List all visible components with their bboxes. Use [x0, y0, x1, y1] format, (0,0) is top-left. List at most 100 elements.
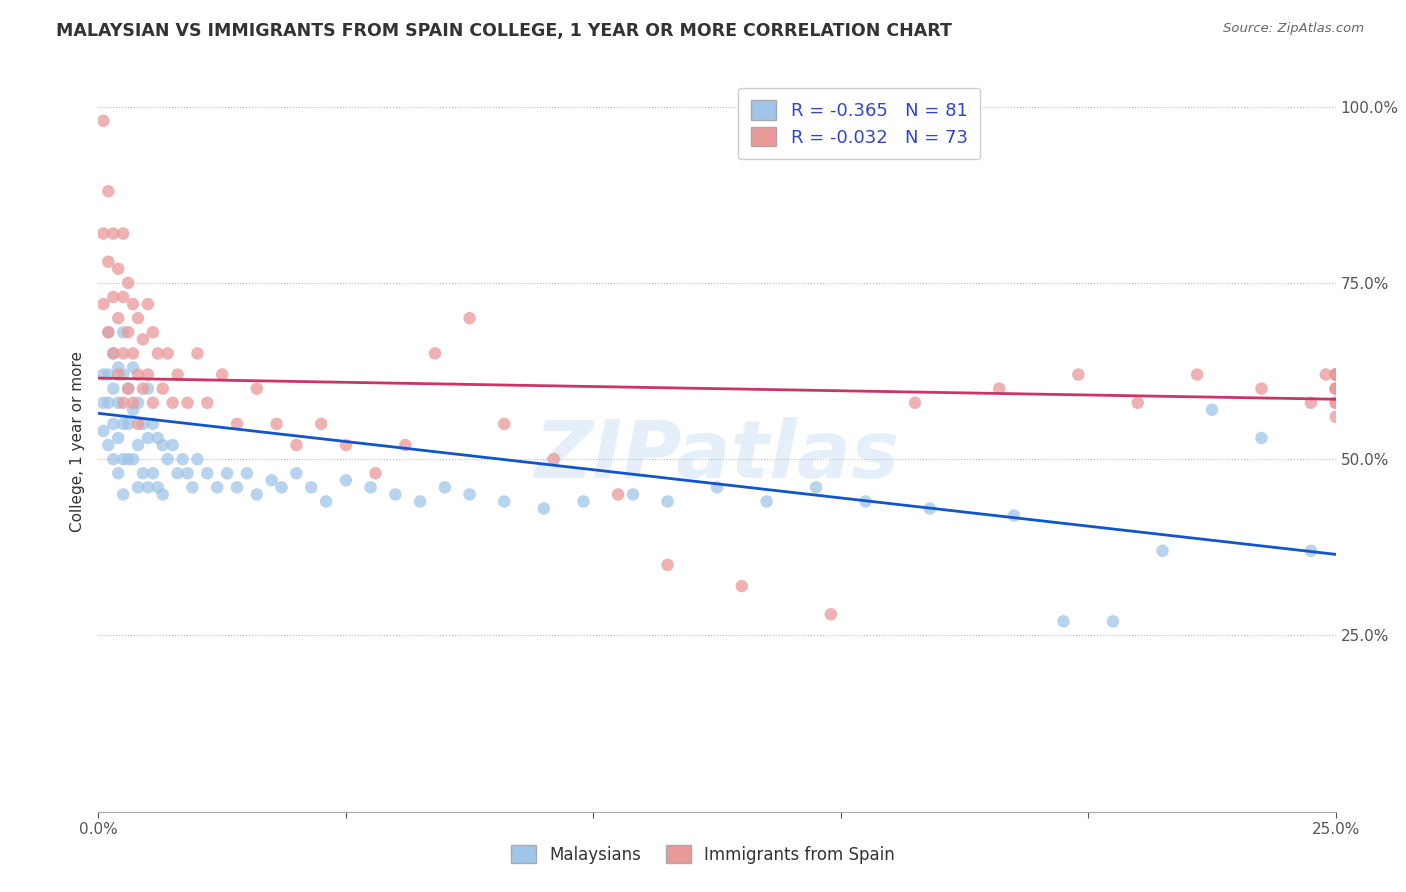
Point: [1067, 368, 1090, 382]
Point: [132, 332, 155, 346]
Point: [146, 480, 169, 494]
Point: [409, 494, 432, 508]
Point: [93, 227, 115, 241]
Point: [103, 417, 125, 431]
Point: [117, 276, 139, 290]
Point: [394, 438, 416, 452]
Point: [1152, 544, 1174, 558]
Point: [117, 382, 139, 396]
Point: [112, 325, 135, 339]
Point: [103, 382, 125, 396]
Point: [1324, 396, 1347, 410]
Point: [97, 368, 120, 382]
Point: [706, 480, 728, 494]
Point: [1315, 368, 1337, 382]
Point: [1201, 402, 1223, 417]
Point: [1324, 368, 1347, 382]
Point: [112, 346, 135, 360]
Point: [112, 368, 135, 382]
Point: [97, 184, 120, 198]
Point: [162, 438, 184, 452]
Point: [621, 487, 644, 501]
Point: [93, 113, 115, 128]
Point: [657, 494, 679, 508]
Point: [186, 346, 208, 360]
Point: [127, 417, 149, 431]
Point: [122, 346, 145, 360]
Point: [1102, 615, 1125, 629]
Point: [127, 396, 149, 410]
Point: [285, 438, 308, 452]
Point: [136, 297, 159, 311]
Point: [117, 417, 139, 431]
Point: [285, 467, 308, 481]
Point: [112, 290, 135, 304]
Point: [731, 579, 754, 593]
Point: [93, 368, 115, 382]
Point: [122, 396, 145, 410]
Point: [127, 368, 149, 382]
Point: [918, 501, 941, 516]
Point: [97, 325, 120, 339]
Point: [93, 396, 115, 410]
Point: [132, 417, 155, 431]
Point: [112, 487, 135, 501]
Point: [755, 494, 778, 508]
Point: [93, 424, 115, 438]
Point: [93, 297, 115, 311]
Point: [103, 290, 125, 304]
Point: [572, 494, 595, 508]
Point: [988, 382, 1011, 396]
Point: [156, 346, 179, 360]
Point: [156, 452, 179, 467]
Point: [122, 402, 145, 417]
Point: [122, 360, 145, 375]
Point: [127, 311, 149, 326]
Point: [335, 473, 357, 487]
Point: [112, 396, 135, 410]
Point: [217, 467, 239, 481]
Point: [103, 346, 125, 360]
Point: [270, 480, 292, 494]
Point: [117, 382, 139, 396]
Point: [117, 325, 139, 339]
Point: [533, 501, 555, 516]
Point: [1250, 382, 1272, 396]
Point: [112, 452, 135, 467]
Point: [142, 396, 165, 410]
Point: [132, 467, 155, 481]
Point: [1299, 544, 1322, 558]
Point: [107, 467, 129, 481]
Text: Source: ZipAtlas.com: Source: ZipAtlas.com: [1223, 22, 1364, 36]
Point: [458, 311, 481, 326]
Point: [657, 558, 679, 572]
Point: [1250, 431, 1272, 445]
Point: [494, 494, 516, 508]
Point: [97, 396, 120, 410]
Point: [266, 417, 288, 431]
Point: [97, 254, 120, 268]
Point: [1002, 508, 1025, 523]
Point: [1052, 615, 1074, 629]
Point: [112, 417, 135, 431]
Point: [299, 480, 322, 494]
Point: [335, 438, 357, 452]
Point: [136, 368, 159, 382]
Point: [146, 431, 169, 445]
Point: [152, 382, 174, 396]
Point: [112, 227, 135, 241]
Point: [855, 494, 877, 508]
Point: [226, 417, 249, 431]
Point: [127, 438, 149, 452]
Point: [152, 487, 174, 501]
Point: [107, 396, 129, 410]
Point: [205, 480, 228, 494]
Point: [97, 438, 120, 452]
Point: [236, 467, 259, 481]
Point: [186, 452, 208, 467]
Point: [1324, 368, 1347, 382]
Point: [103, 346, 125, 360]
Point: [315, 494, 337, 508]
Legend: R = -0.365   N = 81, R = -0.032   N = 73: R = -0.365 N = 81, R = -0.032 N = 73: [738, 87, 980, 159]
Point: [166, 368, 188, 382]
